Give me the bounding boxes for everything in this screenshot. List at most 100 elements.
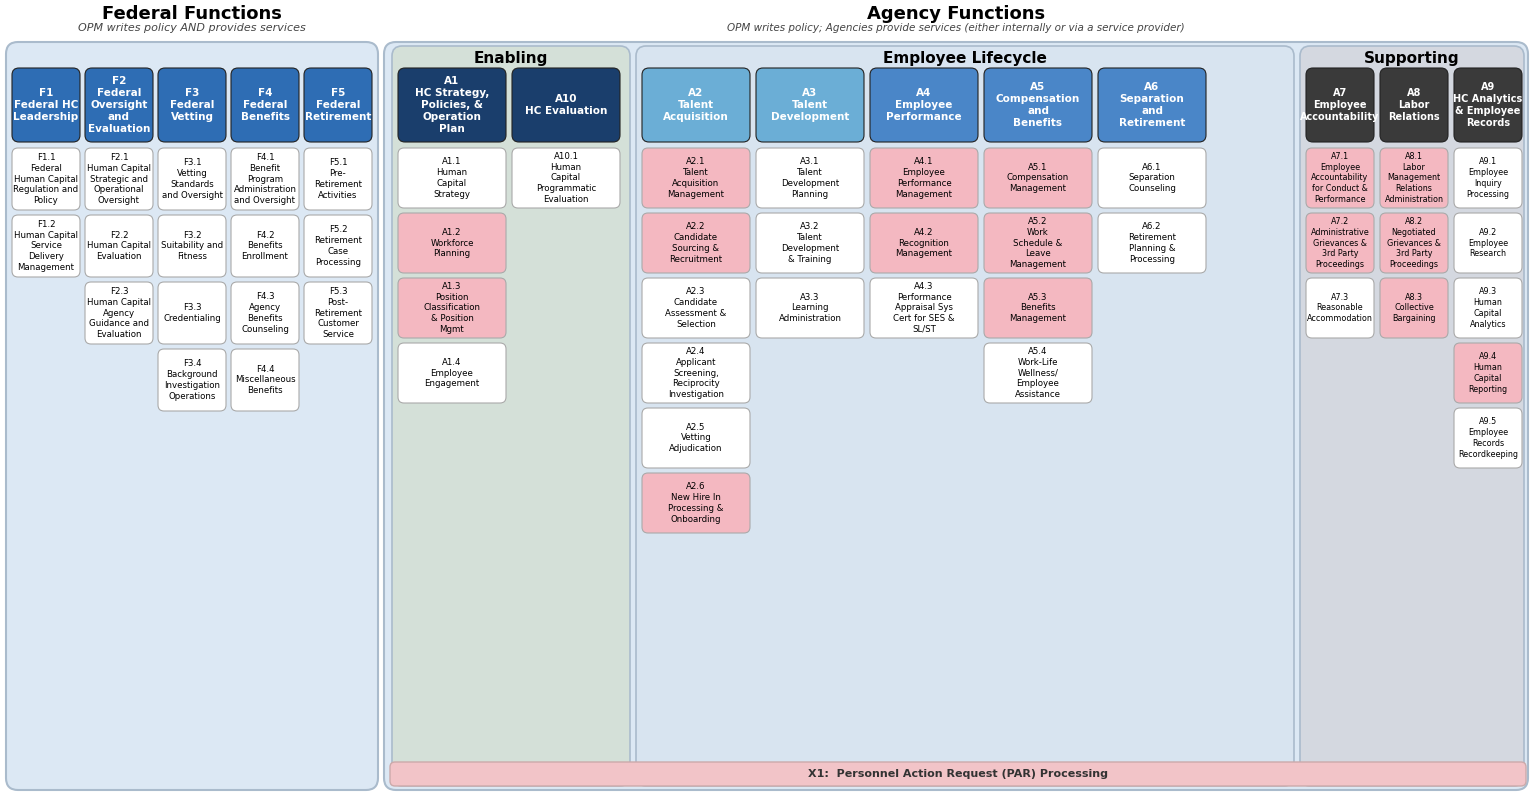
- FancyBboxPatch shape: [1098, 148, 1206, 208]
- FancyBboxPatch shape: [983, 278, 1092, 338]
- FancyBboxPatch shape: [637, 46, 1295, 786]
- Text: F4.1
Benefit
Program
Administration
and Oversight: F4.1 Benefit Program Administration and …: [233, 153, 296, 205]
- Text: A5.1
Compensation
Management: A5.1 Compensation Management: [1006, 163, 1069, 193]
- Text: A4.1
Employee
Performance
Management: A4.1 Employee Performance Management: [896, 157, 953, 198]
- Text: Supporting: Supporting: [1364, 51, 1460, 65]
- FancyBboxPatch shape: [1454, 68, 1522, 142]
- FancyBboxPatch shape: [983, 68, 1092, 142]
- Text: A2
Talent
Acquisition: A2 Talent Acquisition: [663, 88, 729, 122]
- Text: A3.2
Talent
Development
& Training: A3.2 Talent Development & Training: [781, 222, 839, 264]
- FancyBboxPatch shape: [158, 282, 225, 344]
- FancyBboxPatch shape: [1305, 278, 1374, 338]
- Text: F2.3
Human Capital
Agency
Guidance and
Evaluation: F2.3 Human Capital Agency Guidance and E…: [87, 287, 150, 339]
- Text: A6.2
Retirement
Planning &
Processing: A6.2 Retirement Planning & Processing: [1127, 222, 1177, 264]
- FancyBboxPatch shape: [1381, 148, 1448, 208]
- Text: A9.2
Employee
Research: A9.2 Employee Research: [1468, 228, 1508, 258]
- Text: OPM writes policy; Agencies provide services (either internally or via a service: OPM writes policy; Agencies provide serv…: [727, 23, 1184, 33]
- FancyBboxPatch shape: [1454, 408, 1522, 468]
- FancyBboxPatch shape: [158, 349, 225, 411]
- Text: A3
Talent
Development: A3 Talent Development: [770, 88, 850, 122]
- FancyBboxPatch shape: [983, 343, 1092, 403]
- FancyBboxPatch shape: [983, 148, 1092, 208]
- Text: F5.1
Pre-
Retirement
Activities: F5.1 Pre- Retirement Activities: [314, 158, 362, 200]
- Text: A4.2
Recognition
Management: A4.2 Recognition Management: [896, 228, 953, 258]
- FancyBboxPatch shape: [84, 282, 153, 344]
- FancyBboxPatch shape: [84, 148, 153, 210]
- FancyBboxPatch shape: [158, 68, 225, 142]
- FancyBboxPatch shape: [232, 215, 299, 277]
- FancyBboxPatch shape: [756, 148, 864, 208]
- Text: A5.3
Benefits
Management: A5.3 Benefits Management: [1009, 293, 1066, 323]
- Text: A2.2
Candidate
Sourcing &
Recruitment: A2.2 Candidate Sourcing & Recruitment: [669, 222, 723, 264]
- Text: F1.1
Federal
Human Capital
Regulation and
Policy: F1.1 Federal Human Capital Regulation an…: [14, 153, 78, 205]
- Text: A8.1
Labor
Management
Relations
Administration: A8.1 Labor Management Relations Administ…: [1385, 152, 1443, 204]
- Text: A2.5
Vetting
Adjudication: A2.5 Vetting Adjudication: [669, 423, 723, 453]
- Text: F3.2
Suitability and
Fitness: F3.2 Suitability and Fitness: [161, 231, 222, 261]
- FancyBboxPatch shape: [1305, 148, 1374, 208]
- FancyBboxPatch shape: [158, 215, 225, 277]
- FancyBboxPatch shape: [756, 68, 864, 142]
- Text: A9.4
Human
Capital
Reporting: A9.4 Human Capital Reporting: [1468, 352, 1508, 393]
- FancyBboxPatch shape: [1098, 213, 1206, 273]
- Text: Enabling: Enabling: [474, 51, 548, 65]
- FancyBboxPatch shape: [756, 278, 864, 338]
- FancyBboxPatch shape: [643, 278, 750, 338]
- FancyBboxPatch shape: [84, 215, 153, 277]
- Text: A3.1
Talent
Development
Planning: A3.1 Talent Development Planning: [781, 157, 839, 198]
- Text: F5.3
Post-
Retirement
Customer
Service: F5.3 Post- Retirement Customer Service: [314, 287, 362, 339]
- FancyBboxPatch shape: [756, 213, 864, 273]
- Text: F2
Federal
Oversight
and
Evaluation: F2 Federal Oversight and Evaluation: [87, 76, 150, 134]
- FancyBboxPatch shape: [304, 68, 373, 142]
- FancyBboxPatch shape: [643, 343, 750, 403]
- Text: F1.2
Human Capital
Service
Delivery
Management: F1.2 Human Capital Service Delivery Mana…: [14, 220, 78, 272]
- Text: A2.3
Candidate
Assessment &
Selection: A2.3 Candidate Assessment & Selection: [666, 288, 727, 329]
- Text: A8
Labor
Relations: A8 Labor Relations: [1388, 88, 1440, 122]
- Text: A9.1
Employee
Inquiry
Processing: A9.1 Employee Inquiry Processing: [1467, 157, 1509, 198]
- FancyBboxPatch shape: [1454, 343, 1522, 403]
- Text: F5
Federal
Retirement: F5 Federal Retirement: [305, 88, 371, 122]
- FancyBboxPatch shape: [6, 42, 377, 790]
- FancyBboxPatch shape: [397, 343, 506, 403]
- Text: A8.3
Collective
Bargaining: A8.3 Collective Bargaining: [1393, 293, 1436, 323]
- FancyBboxPatch shape: [1454, 148, 1522, 208]
- Text: A5.4
Work-Life
Wellness/
Employee
Assistance: A5.4 Work-Life Wellness/ Employee Assist…: [1016, 347, 1062, 399]
- FancyBboxPatch shape: [393, 46, 630, 786]
- Text: A1.1
Human
Capital
Strategy: A1.1 Human Capital Strategy: [434, 157, 471, 198]
- FancyBboxPatch shape: [870, 213, 979, 273]
- Text: A1.4
Employee
Engagement: A1.4 Employee Engagement: [425, 358, 480, 388]
- FancyBboxPatch shape: [12, 68, 80, 142]
- FancyBboxPatch shape: [643, 408, 750, 468]
- FancyBboxPatch shape: [232, 148, 299, 210]
- FancyBboxPatch shape: [870, 68, 979, 142]
- Text: A4.3
Performance
Appraisal Sys
Cert for SES &
SL/ST: A4.3 Performance Appraisal Sys Cert for …: [893, 282, 954, 334]
- Text: A3.3
Learning
Administration: A3.3 Learning Administration: [778, 293, 842, 323]
- FancyBboxPatch shape: [1381, 68, 1448, 142]
- Text: A9
HC Analytics
& Employee
Records: A9 HC Analytics & Employee Records: [1453, 82, 1523, 128]
- Text: A7
Employee
Accountability: A7 Employee Accountability: [1301, 88, 1379, 122]
- Text: A10.1
Human
Capital
Programmatic
Evaluation: A10.1 Human Capital Programmatic Evaluat…: [535, 152, 597, 204]
- Text: A1.2
Workforce
Planning: A1.2 Workforce Planning: [430, 228, 474, 258]
- Text: A7.3
Reasonable
Accommodation: A7.3 Reasonable Accommodation: [1307, 293, 1373, 323]
- Text: A9.3
Human
Capital
Analytics: A9.3 Human Capital Analytics: [1470, 288, 1506, 329]
- Text: A4
Employee
Performance: A4 Employee Performance: [887, 88, 962, 122]
- FancyBboxPatch shape: [232, 68, 299, 142]
- Text: A2.6
New Hire In
Processing &
Onboarding: A2.6 New Hire In Processing & Onboarding: [669, 482, 724, 524]
- Text: A8.2
Negotiated
Grievances &
3rd Party
Proceedings: A8.2 Negotiated Grievances & 3rd Party P…: [1387, 217, 1440, 269]
- Text: F2.1
Human Capital
Strategic and
Operational
Oversight: F2.1 Human Capital Strategic and Operati…: [87, 153, 150, 205]
- FancyBboxPatch shape: [1454, 213, 1522, 273]
- Text: F4.4
Miscellaneous
Benefits: F4.4 Miscellaneous Benefits: [235, 365, 296, 395]
- FancyBboxPatch shape: [84, 68, 153, 142]
- FancyBboxPatch shape: [870, 278, 979, 338]
- FancyBboxPatch shape: [1299, 46, 1523, 786]
- FancyBboxPatch shape: [384, 42, 1528, 790]
- FancyBboxPatch shape: [397, 148, 506, 208]
- FancyBboxPatch shape: [1381, 213, 1448, 273]
- FancyBboxPatch shape: [1305, 213, 1374, 273]
- Text: F1
Federal HC
Leadership: F1 Federal HC Leadership: [14, 88, 78, 122]
- Text: A5
Compensation
and
Benefits: A5 Compensation and Benefits: [996, 82, 1080, 128]
- Text: Federal Functions: Federal Functions: [103, 5, 282, 23]
- FancyBboxPatch shape: [1381, 278, 1448, 338]
- Text: F4.3
Agency
Benefits
Counseling: F4.3 Agency Benefits Counseling: [241, 293, 288, 334]
- FancyBboxPatch shape: [512, 68, 620, 142]
- Text: F2.2
Human Capital
Evaluation: F2.2 Human Capital Evaluation: [87, 231, 150, 261]
